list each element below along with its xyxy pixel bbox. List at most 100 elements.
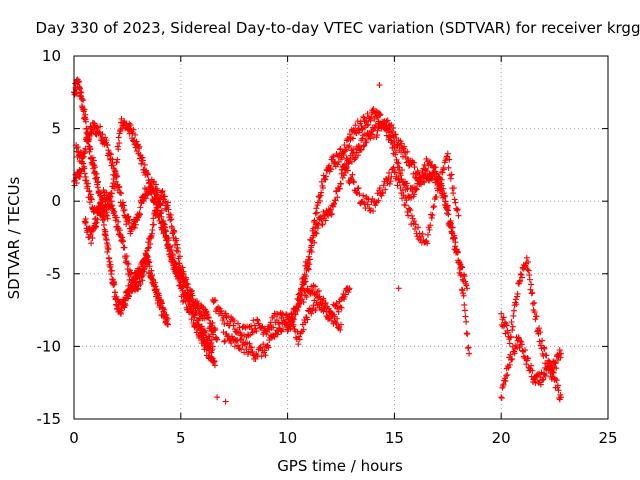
data-point	[384, 125, 391, 132]
data-point	[81, 170, 88, 177]
data-point	[388, 128, 395, 135]
data-point	[295, 341, 302, 348]
data-point	[515, 335, 522, 342]
data-point	[341, 141, 348, 148]
data-point	[528, 281, 535, 288]
data-point	[304, 316, 311, 323]
data-point	[295, 304, 302, 311]
data-point	[346, 131, 353, 138]
data-point	[352, 154, 359, 161]
data-point	[78, 89, 85, 96]
data-point	[399, 153, 406, 160]
data-point	[418, 233, 425, 240]
data-point	[377, 111, 384, 118]
data-point	[220, 314, 227, 321]
data-point	[517, 338, 524, 345]
data-point	[346, 285, 353, 292]
data-point	[427, 158, 434, 165]
data-point	[424, 240, 431, 247]
data-point	[381, 122, 388, 129]
data-point	[529, 300, 536, 307]
data-point	[141, 265, 148, 272]
data-point	[325, 212, 332, 219]
data-point	[338, 156, 344, 163]
data-point	[405, 205, 412, 212]
data-point	[116, 140, 123, 147]
data-point	[104, 142, 111, 149]
data-point	[102, 211, 109, 218]
data-point	[145, 244, 152, 251]
data-point	[118, 190, 125, 197]
data-point	[379, 190, 386, 197]
data-point	[541, 345, 548, 352]
data-point	[540, 344, 547, 351]
data-point	[295, 301, 302, 308]
data-point	[450, 190, 457, 197]
data-point	[321, 304, 328, 311]
data-point	[83, 125, 90, 132]
data-point	[148, 190, 155, 197]
data-point	[558, 350, 565, 357]
data-point	[164, 321, 171, 328]
data-point	[452, 243, 459, 250]
data-point	[365, 121, 372, 128]
data-point	[85, 180, 92, 187]
data-point	[451, 196, 458, 203]
data-point	[528, 290, 535, 297]
data-point	[426, 226, 433, 233]
data-point	[380, 118, 387, 125]
data-point	[212, 297, 219, 304]
data-point	[294, 307, 301, 314]
x-tick-label: 15	[385, 429, 404, 447]
data-point	[361, 142, 368, 149]
data-point	[124, 260, 131, 267]
data-point	[156, 217, 163, 224]
data-point	[146, 179, 153, 186]
data-point	[349, 135, 356, 142]
data-point	[384, 126, 391, 133]
y-axis-label: SDTVAR / TECUs	[5, 176, 23, 299]
data-point	[445, 211, 452, 218]
data-point	[161, 306, 168, 313]
data-point	[394, 159, 401, 166]
data-point	[541, 371, 548, 378]
data-point	[453, 248, 460, 255]
data-point	[164, 315, 171, 322]
data-point	[447, 221, 454, 228]
data-point	[139, 277, 146, 284]
data-point	[193, 310, 200, 317]
data-point	[115, 146, 122, 153]
data-point	[523, 254, 530, 261]
data-point	[392, 131, 399, 138]
data-point	[374, 127, 381, 134]
chart-title: Day 330 of 2023, Sidereal Day-to-day VTE…	[36, 19, 640, 37]
data-point	[334, 194, 341, 201]
data-point	[317, 192, 324, 199]
data-point	[412, 187, 419, 194]
data-point	[365, 196, 372, 203]
data-point	[79, 154, 86, 161]
data-point	[333, 320, 340, 327]
data-point	[181, 277, 188, 284]
data-point	[440, 164, 447, 171]
data-point	[440, 166, 447, 173]
data-point	[95, 178, 102, 185]
data-point	[173, 237, 180, 244]
data-point	[399, 167, 406, 174]
data-point	[447, 172, 454, 179]
data-point	[74, 143, 81, 150]
data-point	[335, 308, 342, 315]
data-point	[323, 173, 330, 180]
data-point	[297, 295, 304, 302]
data-point	[296, 336, 303, 343]
data-point	[327, 206, 334, 213]
data-point	[428, 214, 435, 221]
data-point	[402, 202, 409, 209]
data-point	[136, 143, 143, 150]
data-point	[89, 154, 96, 161]
data-point	[327, 166, 334, 173]
data-point	[241, 349, 248, 356]
data-point	[418, 179, 425, 186]
data-point	[370, 105, 377, 112]
data-point	[149, 226, 156, 233]
